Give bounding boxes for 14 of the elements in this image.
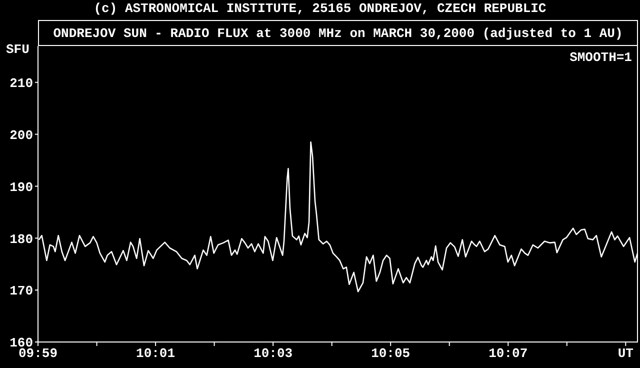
y-tick-label: 210 bbox=[10, 76, 34, 91]
y-tick-label: 180 bbox=[10, 232, 34, 247]
x-tick-label: 10:01 bbox=[136, 346, 176, 362]
x-tick-label: 10:07 bbox=[488, 346, 528, 362]
x-tick-label: UT bbox=[618, 346, 634, 362]
y-tick-label: 170 bbox=[10, 284, 34, 299]
y-axis-title: SFU bbox=[6, 42, 30, 57]
annotation: SMOOTH=1 bbox=[570, 50, 632, 65]
x-tick-label: 10:03 bbox=[254, 346, 293, 362]
text: (c) ASTRONOMICAL INSTITUTE, 25165 ONDREJOV, CZECH REPUBLIC bbox=[92, 1, 548, 16]
y-tick-label: 190 bbox=[10, 180, 34, 195]
chart-title: ONDREJOV SUN - RADIO FLUX at 3000 MHz on MARCH 30,2000 (adjusted to 1 AU) bbox=[38, 20, 638, 46]
x-tick-label: 10:05 bbox=[371, 346, 410, 362]
y-tick-label: 200 bbox=[10, 128, 34, 143]
